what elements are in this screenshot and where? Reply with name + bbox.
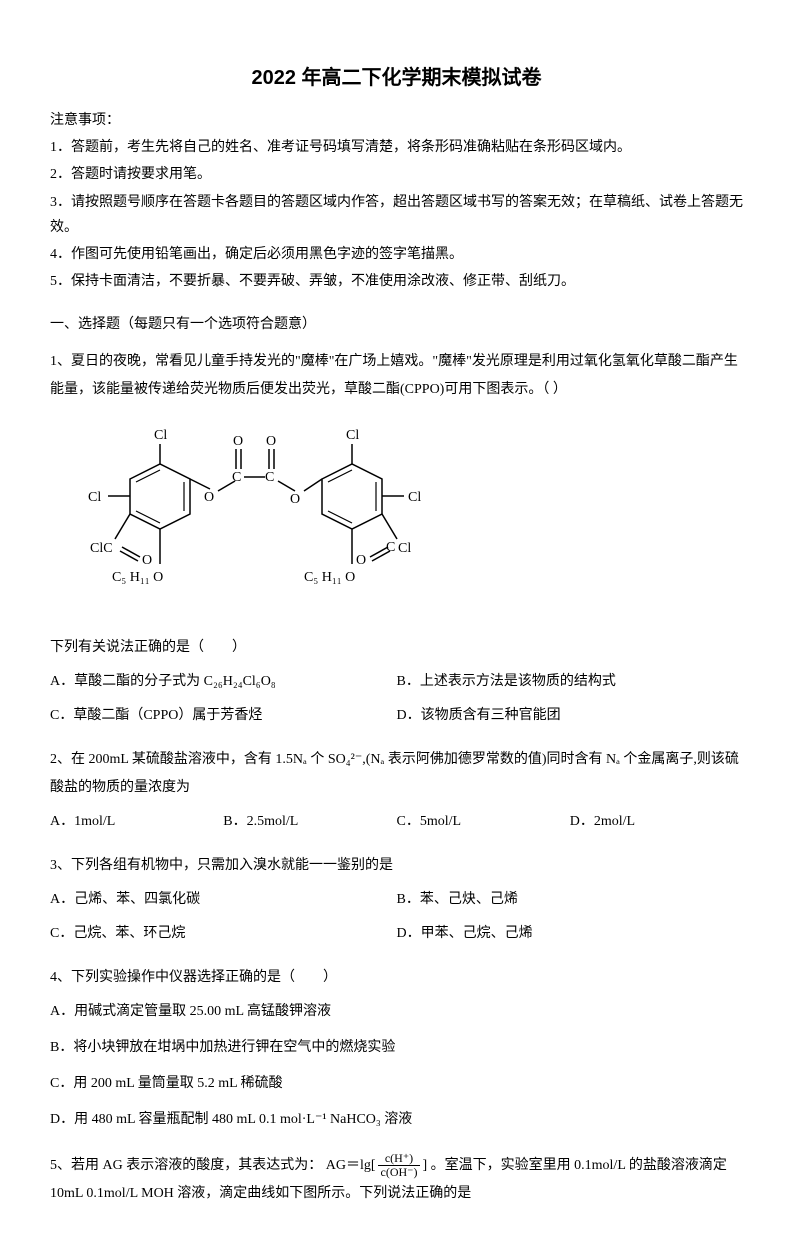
- svg-text:O: O: [290, 492, 300, 507]
- notice-item: 2．答题时请按要求用笔。: [50, 162, 743, 187]
- question-3: 3、下列各组有机物中，只需加入溴水就能一一鉴别的是 A．己烯、苯、四氯化碳 B．…: [50, 852, 743, 954]
- svg-text:O: O: [204, 490, 214, 505]
- question-1: 1、夏日的夜晚，常看见儿童手持发光的"魔棒"在广场上嬉戏。"魔棒"发光原理是利用…: [50, 348, 743, 736]
- svg-text:Cl: Cl: [154, 428, 167, 443]
- notice-item: 4．作图可先使用铅笔画出，确定后必须用黑色字迹的签字笔描黑。: [50, 242, 743, 267]
- option-d: D．甲苯、己烷、己烯: [397, 920, 744, 948]
- page-title: 2022 年高二下化学期末模拟试卷: [50, 60, 743, 96]
- svg-text:ClC: ClC: [90, 541, 113, 556]
- option-a: A．己烯、苯、四氯化碳: [50, 886, 397, 914]
- svg-text:C₅ H₁₁ O: C₅ H₁₁ O: [304, 570, 355, 585]
- option-b: B．2.5mol/L: [223, 808, 396, 836]
- notice-item: 5．保持卡面清洁，不要折暴、不要弄破、弄皱，不准使用涂改液、修正带、刮纸刀。: [50, 269, 743, 294]
- svg-text:Cl: Cl: [398, 541, 411, 556]
- q1-substem: 下列有关说法正确的是（ ）: [50, 634, 743, 662]
- option-c: C．用 200 mL 量筒量取 5.2 mL 稀硫酸: [50, 1070, 743, 1098]
- option-a: A．草酸二酯的分子式为 C₂₆H₂₄Cl₆O₈: [50, 668, 397, 696]
- option-b: B．苯、己炔、己烯: [397, 886, 744, 914]
- svg-text:O: O: [266, 434, 276, 449]
- question-2: 2、在 200mL 某硫酸盐溶液中，含有 1.5Nₐ 个 SO₄²⁻,(Nₐ 表…: [50, 746, 743, 842]
- q1-diagram: Cl Cl ClC O C₅ H₁₁ O O C O: [60, 419, 440, 619]
- question-4: 4、下列实验操作中仪器选择正确的是（ ） A．用碱式滴定管量取 25.00 mL…: [50, 964, 743, 1142]
- option-a: A．1mol/L: [50, 808, 223, 836]
- q3-stem: 3、下列各组有机物中，只需加入溴水就能一一鉴别的是: [50, 852, 743, 880]
- question-5: 5、若用 AG 表示溶液的酸度，其表达式为： AG＝lg[c(H⁺)c(OH⁻)…: [50, 1152, 743, 1208]
- fraction: c(H⁺)c(OH⁻): [378, 1152, 421, 1179]
- svg-text:Cl: Cl: [346, 428, 359, 443]
- svg-text:C: C: [386, 540, 395, 555]
- svg-text:Cl: Cl: [408, 490, 421, 505]
- option-c: C．己烷、苯、环己烷: [50, 920, 397, 948]
- svg-text:O: O: [356, 553, 366, 568]
- svg-text:C₅ H₁₁ O: C₅ H₁₁ O: [112, 570, 163, 585]
- svg-text:C: C: [232, 470, 241, 485]
- option-b: B．将小块钾放在坩埚中加热进行钾在空气中的燃烧实验: [50, 1034, 743, 1062]
- option-d: D．该物质含有三种官能团: [397, 702, 744, 730]
- fraction-numerator: c(H⁺): [378, 1152, 421, 1166]
- notice-header: 注意事项：: [50, 108, 743, 133]
- option-b: B．上述表示方法是该物质的结构式: [397, 668, 744, 696]
- q2-stem: 2、在 200mL 某硫酸盐溶液中，含有 1.5Nₐ 个 SO₄²⁻,(Nₐ 表…: [50, 746, 743, 802]
- option-d: D．用 480 mL 容量瓶配制 480 mL 0.1 mol·L⁻¹ NaHC…: [50, 1106, 743, 1134]
- section-header: 一、选择题（每题只有一个选项符合题意）: [50, 312, 743, 337]
- notice-item: 1．答题前，考生先将自己的姓名、准考证号码填写清楚，将条形码准确粘贴在条形码区域…: [50, 135, 743, 160]
- option-d: D．2mol/L: [570, 808, 743, 836]
- option-c: C．5mol/L: [397, 808, 570, 836]
- fraction-denominator: c(OH⁻): [378, 1166, 421, 1179]
- svg-text:O: O: [142, 553, 152, 568]
- q4-stem: 4、下列实验操作中仪器选择正确的是（ ）: [50, 964, 743, 992]
- option-c: C．草酸二酯（CPPO）属于芳香烃: [50, 702, 397, 730]
- q1-stem: 1、夏日的夜晚，常看见儿童手持发光的"魔棒"在广场上嬉戏。"魔棒"发光原理是利用…: [50, 348, 743, 404]
- q5-stem-pre: 5、若用 AG 表示溶液的酸度，其表达式为： AG＝lg[: [50, 1158, 376, 1173]
- svg-text:C: C: [265, 470, 274, 485]
- option-a: A．用碱式滴定管量取 25.00 mL 高锰酸钾溶液: [50, 998, 743, 1026]
- svg-text:Cl: Cl: [88, 490, 101, 505]
- notice-item: 3．请按照题号顺序在答题卡各题目的答题区域内作答，超出答题区域书写的答案无效；在…: [50, 190, 743, 240]
- svg-text:O: O: [233, 434, 243, 449]
